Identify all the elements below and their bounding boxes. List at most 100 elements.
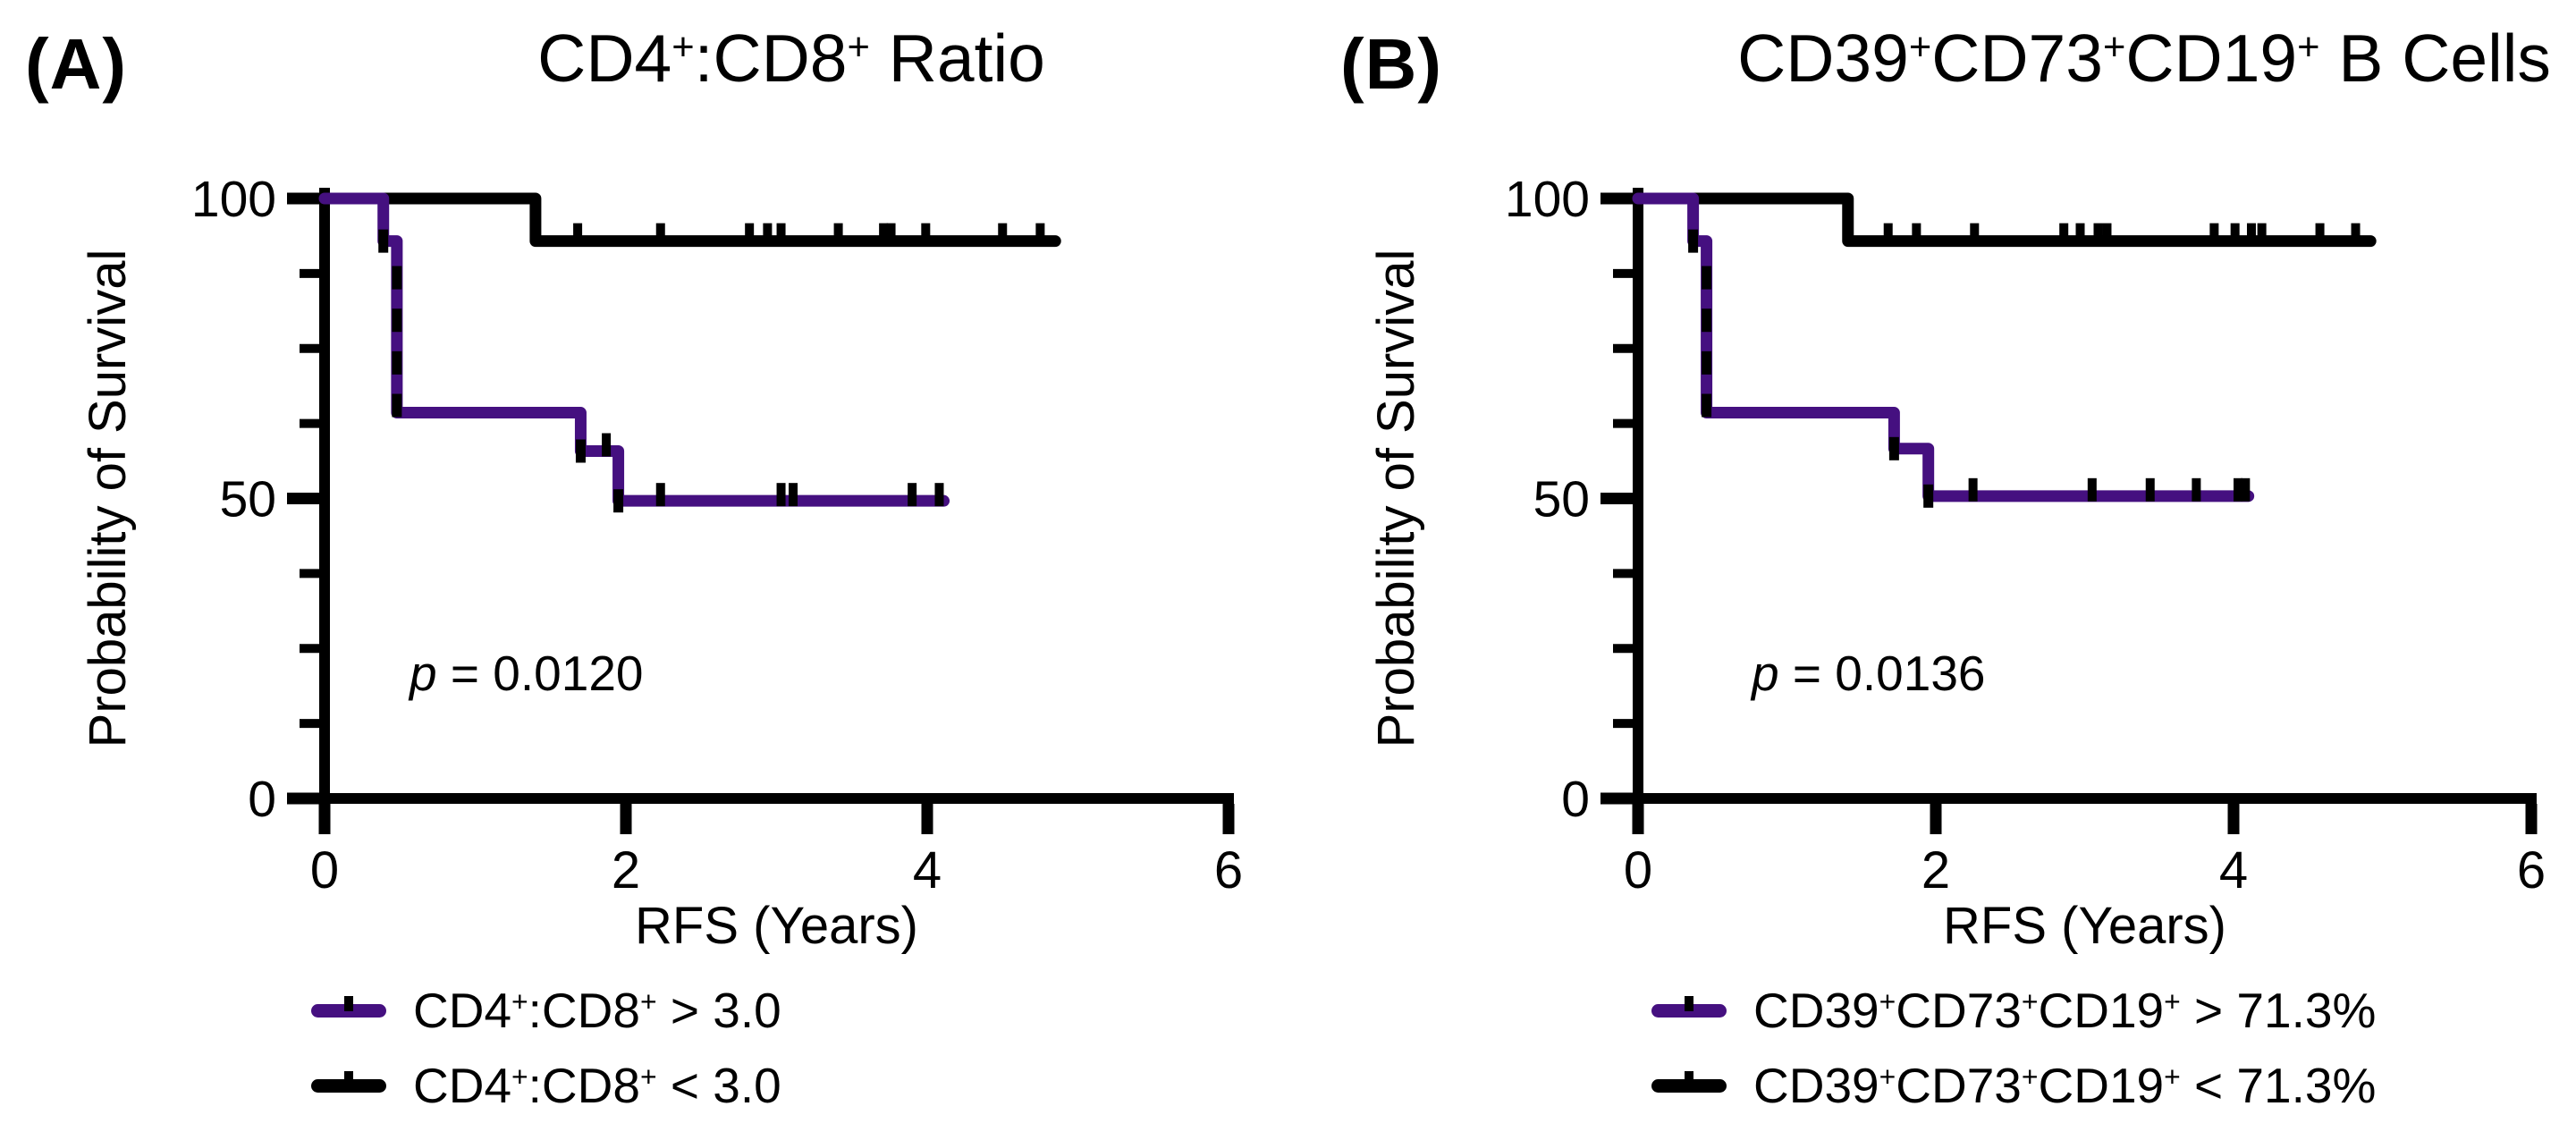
event-dash (378, 229, 389, 253)
event-dash (392, 266, 402, 290)
censor-tick (2075, 223, 2085, 247)
x-major-tick (2227, 804, 2240, 834)
x-major-tick (1930, 804, 1942, 834)
censor-tick (2209, 223, 2219, 247)
x-major-tick (921, 804, 933, 834)
panel-b: (B) CD39+CD73+CD19+ B Cells 100 50 0 0 2 4 6 Pr… (1288, 0, 2576, 1140)
censor-tick (655, 223, 665, 247)
censor-tick (2233, 477, 2242, 502)
panel-b-plot: 100 50 00 2 4 6 Probability of Survival RFS (Ye… (1367, 171, 2546, 955)
x-major-tick (620, 804, 632, 834)
km-curve-black (318, 192, 1061, 248)
x-axis-line (319, 793, 1234, 804)
x-tick-label: 2 (612, 841, 640, 899)
y-major-tick (287, 493, 319, 504)
x-tick-label: 6 (2517, 841, 2546, 899)
legend-censor-tick-icon (344, 995, 353, 1011)
event-dash (1888, 436, 1899, 460)
y-minor-tick (300, 268, 319, 278)
legend-label: CD4+:CD8+ > 3.0 (413, 983, 781, 1038)
panel-a: (A) CD4+:CD8+ Ratio 100 50 0 0 2 4 6 Probabilit… (25, 21, 1243, 1113)
legend-swatch-purple (311, 995, 386, 1018)
y-minor-tick (300, 719, 319, 729)
legend-censor-tick-icon (1685, 1070, 1693, 1086)
censor-tick (2145, 477, 2155, 502)
legend-label: CD39+CD73+CD19+ < 71.3% (1753, 1058, 2377, 1113)
x-axis-title: RFS (Years) (1943, 897, 2226, 955)
censor-tick (934, 483, 944, 507)
legend-item-black: CD4+:CD8+ < 3.0 (311, 1058, 781, 1113)
x-major-tick (1632, 804, 1644, 834)
y-major-tick (287, 192, 319, 205)
event-dash (1702, 266, 1712, 290)
km-curve-purple (318, 192, 950, 507)
y-minor-tick (1613, 418, 1633, 428)
censor-tick (602, 433, 612, 457)
y-minor-tick (300, 418, 319, 428)
event-dash (1688, 229, 1699, 253)
x-tick-label: 0 (310, 841, 339, 899)
y-minor-tick (1613, 719, 1633, 729)
censor-tick (2102, 223, 2112, 247)
legend-swatch-purple (1651, 995, 1727, 1018)
x-tick-label: 0 (1624, 841, 1652, 899)
censor-tick (908, 483, 917, 507)
y-minor-tick (1613, 343, 1633, 353)
censor-tick (879, 223, 889, 247)
panel-a-plot: 100 50 00 2 4 6 Probability of Survival RFS (Ye… (79, 171, 1243, 955)
censor-tick (2241, 477, 2251, 502)
event-dash (1702, 308, 1712, 333)
y-tick-label: 50 (220, 471, 276, 528)
censor-tick (1968, 477, 1978, 502)
x-major-tick (2525, 804, 2538, 834)
legend-swatch-black (1651, 1070, 1727, 1093)
censor-tick (789, 483, 798, 507)
censor-tick (1035, 223, 1045, 247)
x-axis-title: RFS (Years) (635, 897, 918, 955)
y-tick-label: 100 (1505, 171, 1590, 228)
panel-a-title: CD4+:CD8+ Ratio (537, 21, 1045, 96)
x-axis-line (1633, 793, 2537, 804)
censor-tick (2192, 477, 2201, 502)
censor-tick (763, 223, 773, 247)
y-major-tick (1600, 192, 1633, 205)
legend-label: CD4+:CD8+ < 3.0 (413, 1058, 781, 1113)
y-axis-line (319, 188, 330, 804)
panel-b-title: CD39+CD73+CD19+ B Cells (1737, 21, 2551, 96)
x-major-tick (1222, 804, 1235, 834)
censor-tick (1970, 223, 1980, 247)
censor-tick (1883, 223, 1893, 247)
y-axis-line (1633, 188, 1643, 804)
censor-tick (2246, 223, 2256, 247)
event-dash (1923, 484, 1934, 508)
x-tick-label: 2 (1921, 841, 1950, 899)
legend-censor-tick-icon (1685, 995, 1693, 1011)
y-minor-tick (300, 644, 319, 654)
x-tick-label: 4 (2219, 841, 2248, 899)
censor-tick (2059, 223, 2069, 247)
legend-censor-tick-icon (344, 1070, 353, 1086)
censor-tick (2093, 223, 2103, 247)
event-dash (392, 308, 402, 333)
event-dash (613, 489, 624, 513)
legend-item-black: CD39+CD73+CD19+ < 71.3% (1651, 1058, 2376, 1113)
legend-item-purple: CD4+:CD8+ > 3.0 (311, 983, 781, 1038)
x-major-tick (318, 804, 331, 834)
censor-tick (2087, 477, 2097, 502)
km-curve-purple (1632, 192, 2255, 502)
y-minor-tick (1613, 268, 1633, 278)
y-tick-label: 0 (1561, 771, 1590, 828)
y-tick-label: 50 (1533, 471, 1590, 528)
censor-tick (776, 223, 786, 247)
y-minor-tick (1613, 569, 1633, 578)
y-axis-title: Probability of Survival (79, 249, 137, 748)
event-dash (392, 393, 402, 418)
censor-tick (833, 223, 843, 247)
censor-tick (745, 223, 755, 247)
x-tick-label: 4 (913, 841, 942, 899)
censor-tick (998, 223, 1008, 247)
censor-tick (2257, 223, 2267, 247)
censor-tick (573, 223, 583, 247)
y-tick-label: 100 (191, 171, 276, 228)
y-major-tick (1600, 792, 1633, 805)
